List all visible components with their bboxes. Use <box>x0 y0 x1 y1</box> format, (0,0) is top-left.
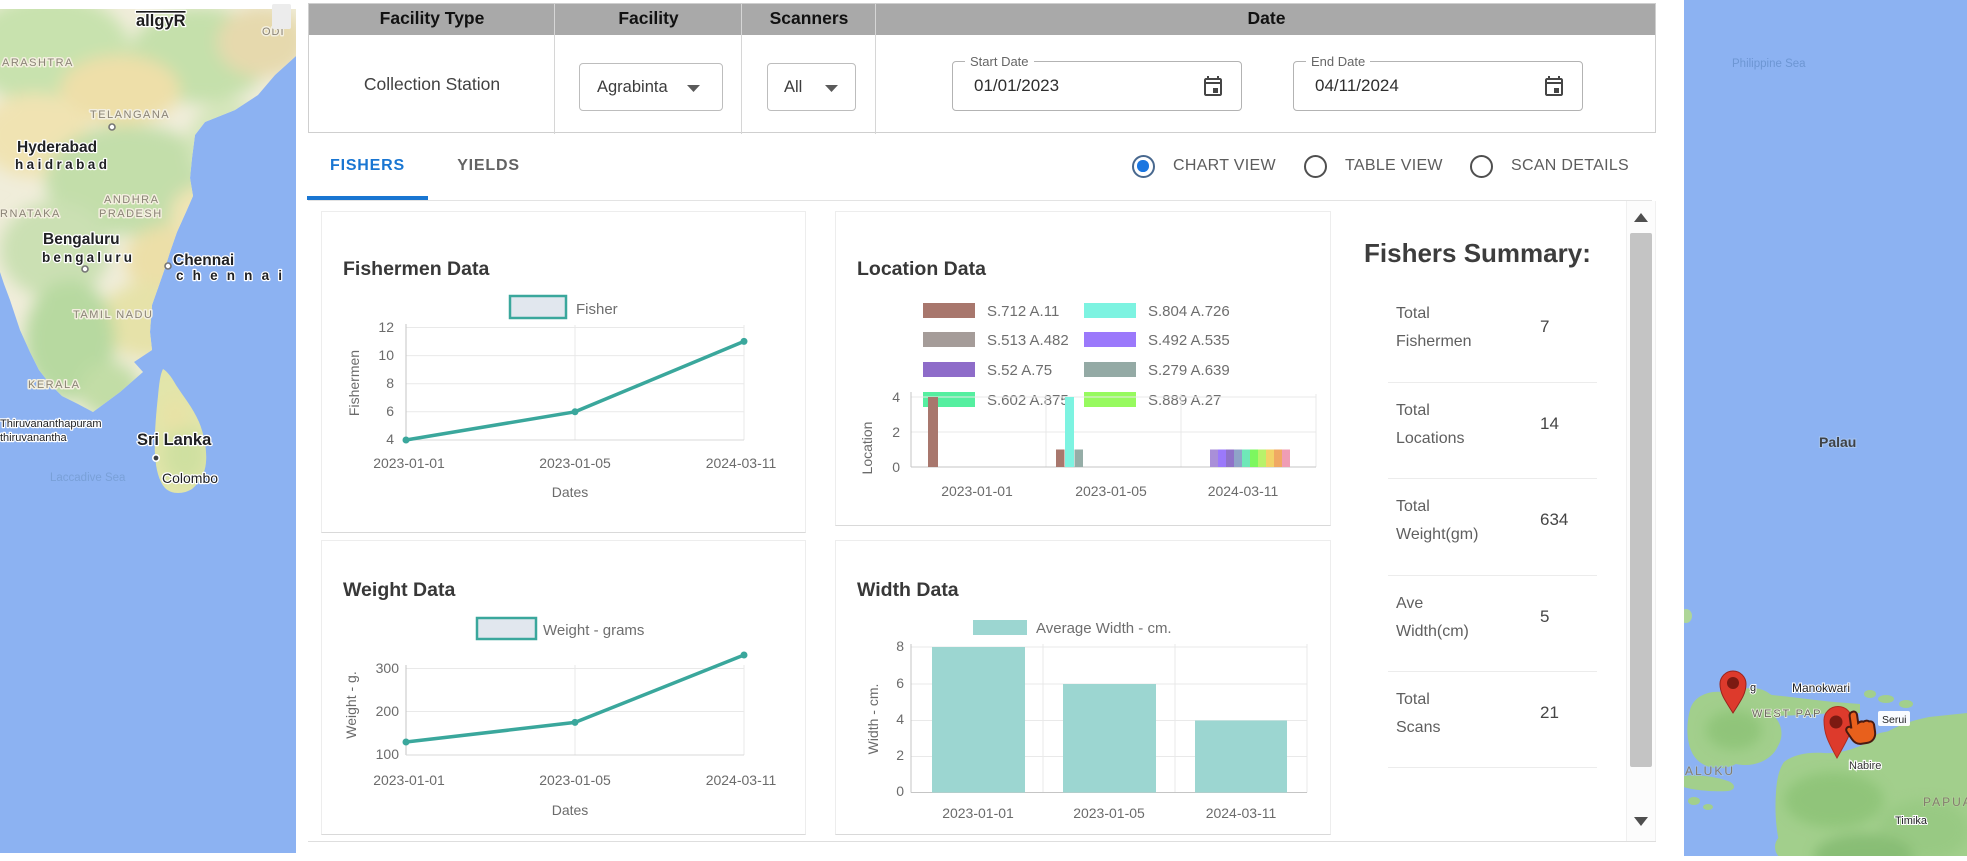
svg-text:2: 2 <box>892 424 900 440</box>
svg-text:Colombo: Colombo <box>162 470 218 486</box>
svg-text:2023-01-01: 2023-01-01 <box>373 455 445 471</box>
svg-text:Dates: Dates <box>552 802 589 818</box>
svg-text:6: 6 <box>386 403 394 419</box>
svg-text:WEST PAP: WEST PAP <box>1752 708 1822 720</box>
svg-text:300: 300 <box>376 660 400 676</box>
svg-text:Nabire: Nabire <box>1849 760 1881 772</box>
svg-text:Average Width - cm.: Average Width - cm. <box>1036 620 1172 637</box>
svg-text:4: 4 <box>386 431 394 447</box>
svg-text:10: 10 <box>378 347 394 363</box>
svg-text:S.513 A.482: S.513 A.482 <box>987 332 1069 349</box>
svg-text:2: 2 <box>896 747 904 763</box>
svg-text:ANDHRA: ANDHRA <box>104 194 159 206</box>
svg-text:S.712 A.11: S.712 A.11 <box>987 303 1059 320</box>
svg-text:Fishermen Data: Fishermen Data <box>343 258 489 280</box>
svg-text:2023-01-01: 2023-01-01 <box>941 483 1013 499</box>
svg-text:2024-03-11: 2024-03-11 <box>706 455 777 471</box>
svg-text:TELANGANA: TELANGANA <box>90 109 170 121</box>
svg-text:g: g <box>1750 682 1756 694</box>
svg-text:Width - cm.: Width - cm. <box>865 684 881 755</box>
svg-text:S.492 A.535: S.492 A.535 <box>1148 332 1230 349</box>
svg-text:ALUKU: ALUKU <box>1685 764 1735 778</box>
svg-text:S.804 A.726: S.804 A.726 <box>1148 303 1230 320</box>
svg-text:2023-01-01: 2023-01-01 <box>942 805 1014 821</box>
svg-text:Palau: Palau <box>1819 434 1856 450</box>
svg-text:2023-01-05: 2023-01-05 <box>539 772 611 788</box>
svg-text:8: 8 <box>386 375 394 391</box>
svg-text:Fisher: Fisher <box>576 301 618 318</box>
svg-text:200: 200 <box>376 703 400 719</box>
svg-text:thiruvanantha: thiruvanantha <box>0 432 68 444</box>
svg-text:Weight Data: Weight Data <box>343 579 455 601</box>
svg-text:2024-03-11: 2024-03-11 <box>1208 483 1279 499</box>
svg-text:S.52 A.75: S.52 A.75 <box>987 362 1052 379</box>
svg-text:Weight - g.: Weight - g. <box>343 671 359 738</box>
svg-text:Chennai: Chennai <box>173 252 234 269</box>
svg-text:2023-01-05: 2023-01-05 <box>539 455 611 471</box>
svg-text:S.602 A.875: S.602 A.875 <box>987 392 1069 409</box>
svg-text:12: 12 <box>378 319 394 335</box>
svg-text:bengaluru: bengaluru <box>42 250 132 265</box>
svg-text:S.279 A.639: S.279 A.639 <box>1148 362 1230 379</box>
svg-text:chennai: chennai <box>176 268 282 283</box>
svg-text:Philippine Sea: Philippine Sea <box>1732 58 1806 70</box>
svg-text:Location Data: Location Data <box>857 258 986 280</box>
svg-text:Thiruvananthapuram: Thiruvananthapuram <box>0 418 102 430</box>
svg-text:Hyderabad: Hyderabad <box>17 139 97 156</box>
svg-text:2024-03-11: 2024-03-11 <box>1206 805 1277 821</box>
svg-text:Weight - grams: Weight - grams <box>543 622 644 639</box>
svg-text:6: 6 <box>896 675 904 691</box>
svg-text:ARASHTRA: ARASHTRA <box>2 57 74 69</box>
svg-text:2023-01-05: 2023-01-05 <box>1073 805 1145 821</box>
svg-text:8: 8 <box>896 638 904 654</box>
svg-text:0: 0 <box>896 783 904 799</box>
svg-text:100: 100 <box>376 746 400 762</box>
svg-text:S.889 A.27: S.889 A.27 <box>1148 392 1221 409</box>
svg-text:2023-01-01: 2023-01-01 <box>373 772 445 788</box>
svg-text:Dates: Dates <box>552 484 589 500</box>
svg-text:0: 0 <box>892 459 900 475</box>
svg-text:PAPUA: PAPUA <box>1923 795 1967 809</box>
svg-text:2023-01-05: 2023-01-05 <box>1075 483 1147 499</box>
svg-text:2024-03-11: 2024-03-11 <box>706 772 777 788</box>
svg-text:haidrabad: haidrabad <box>15 157 107 172</box>
svg-text:Fishermen: Fishermen <box>346 350 362 416</box>
svg-text:Serui: Serui <box>1882 714 1907 726</box>
svg-text:PRADESH: PRADESH <box>99 208 163 220</box>
svg-text:4: 4 <box>896 711 904 727</box>
svg-text:Laccadive Sea: Laccadive Sea <box>50 472 126 484</box>
svg-text:Width Data: Width Data <box>857 579 959 601</box>
svg-text:KERALA: KERALA <box>28 379 80 391</box>
svg-text:Location: Location <box>859 422 875 475</box>
svg-text:allgyR: allgyR <box>136 12 186 30</box>
svg-text:RNATAKA: RNATAKA <box>0 208 61 220</box>
svg-text:TAMIL NADU: TAMIL NADU <box>73 309 153 321</box>
svg-text:Manokwari: Manokwari <box>1792 681 1850 695</box>
svg-text:Timika: Timika <box>1895 815 1928 827</box>
svg-text:Bengaluru: Bengaluru <box>43 231 120 248</box>
svg-text:4: 4 <box>892 389 900 405</box>
svg-text:Sri Lanka: Sri Lanka <box>137 431 212 449</box>
